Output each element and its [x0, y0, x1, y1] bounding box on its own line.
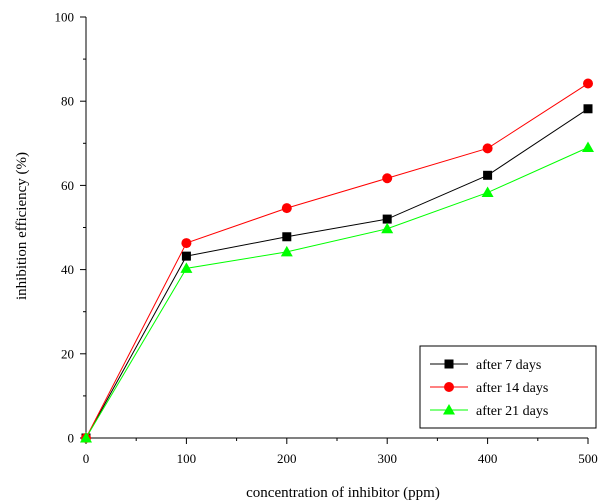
data-point: [181, 251, 191, 261]
x-tick-label: 0: [83, 451, 90, 466]
y-tick-label: 20: [61, 346, 74, 361]
data-point: [180, 262, 193, 273]
x-tick-label: 500: [578, 451, 598, 466]
legend-marker: [444, 382, 454, 392]
data-point: [381, 222, 394, 234]
data-point: [583, 104, 593, 114]
legend: after 7 days after 14 days after 21 days: [419, 345, 597, 429]
data-point: [483, 170, 493, 180]
series-line: [85, 147, 589, 439]
series-line: [85, 83, 589, 439]
data-point: [80, 432, 92, 443]
series-line: [85, 108, 589, 439]
data-point: [281, 203, 292, 214]
y-tick-label: 60: [61, 178, 74, 193]
data-point: [282, 232, 292, 242]
series-after-21-days: [80, 141, 594, 443]
legend-label: after 21 days: [476, 404, 548, 419]
data-point: [280, 245, 293, 257]
series-layer: [80, 78, 594, 443]
axes: 0 100 200 300 400 500 0 20 40 60 80 100: [55, 10, 598, 467]
y-axis-label: inhibition efficiency (%): [14, 152, 30, 300]
x-tick-label: 100: [177, 451, 197, 466]
legend-marker: [444, 359, 454, 369]
data-point: [382, 214, 392, 224]
y-tick-label: 100: [55, 10, 75, 25]
data-point: [482, 143, 493, 154]
x-tick-label: 400: [478, 451, 498, 466]
legend-marker: [443, 404, 455, 415]
data-point: [181, 238, 192, 249]
x-tick-label: 300: [377, 451, 397, 466]
data-point: [382, 173, 393, 184]
data-point: [481, 186, 494, 198]
y-tick-label: 0: [68, 431, 75, 446]
y-tick-label: 80: [61, 94, 74, 109]
data-point: [583, 78, 593, 89]
x-tick-label: 200: [277, 451, 297, 466]
y-tick-label: 40: [61, 262, 74, 277]
x-axis-label: concentration of inhibitor (ppm): [246, 485, 440, 501]
legend-label: after 14 days: [476, 381, 548, 396]
legend-label: after 7 days: [476, 358, 541, 373]
data-point: [582, 141, 594, 153]
